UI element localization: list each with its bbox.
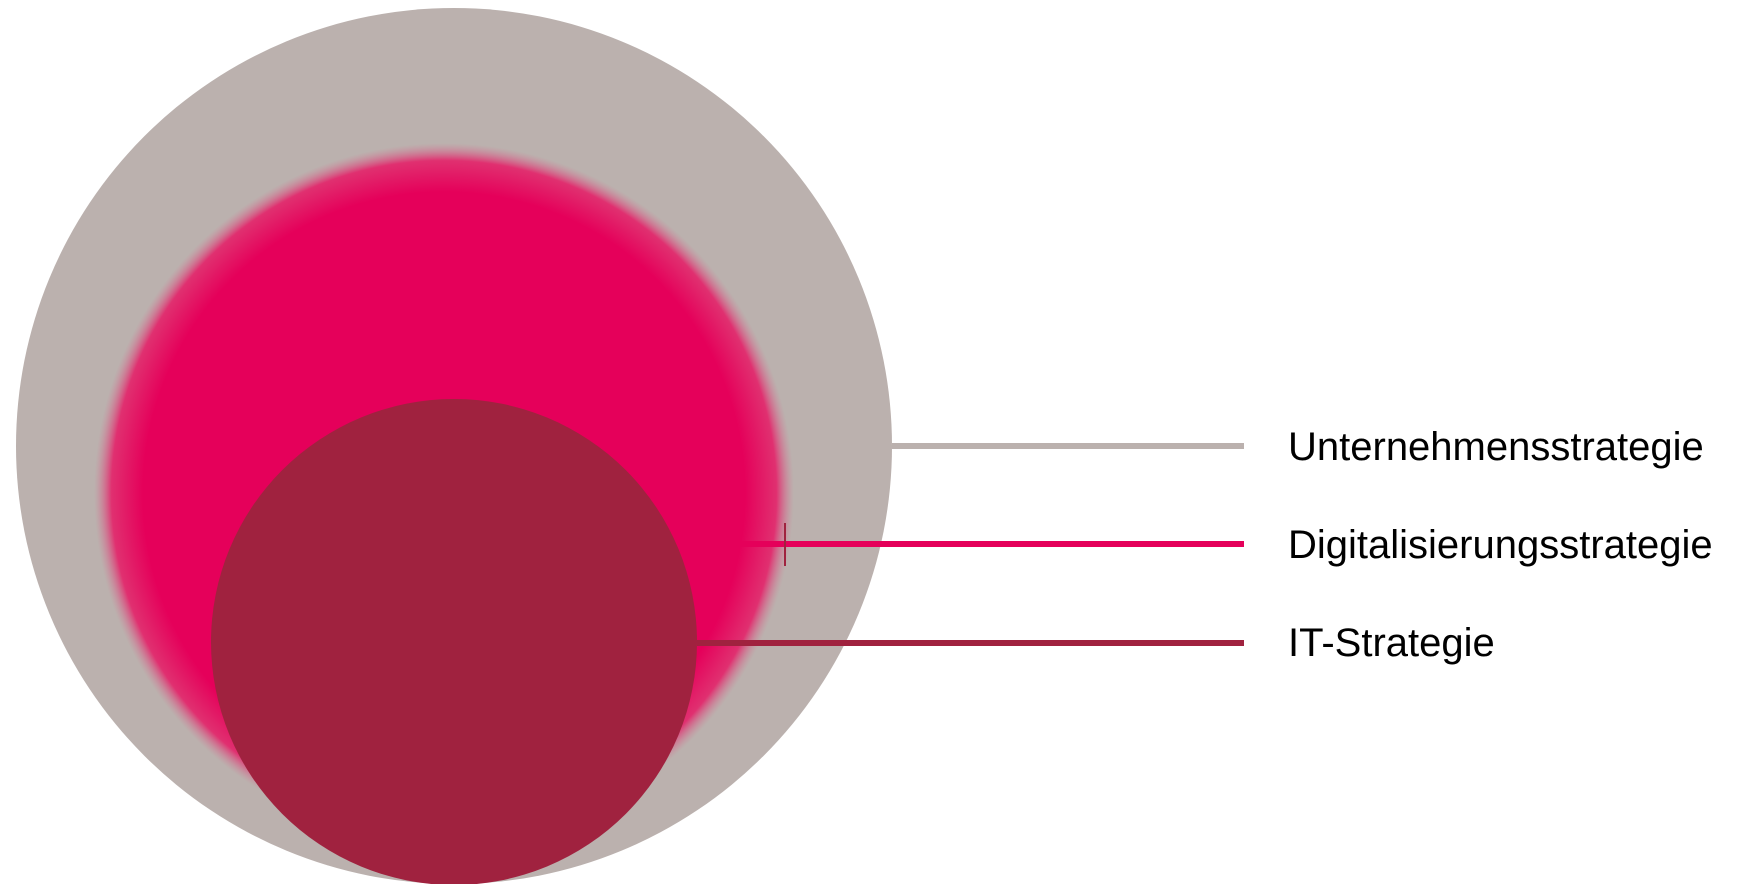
label-it-strategie: IT-Strategie: [1288, 621, 1495, 665]
label-unternehmensstrategie: Unternehmensstrategie: [1288, 425, 1704, 469]
label-digitalisierungsstrategie: Digitalisierungsstrategie: [1288, 523, 1713, 567]
circle-it-strategie: [211, 399, 697, 884]
